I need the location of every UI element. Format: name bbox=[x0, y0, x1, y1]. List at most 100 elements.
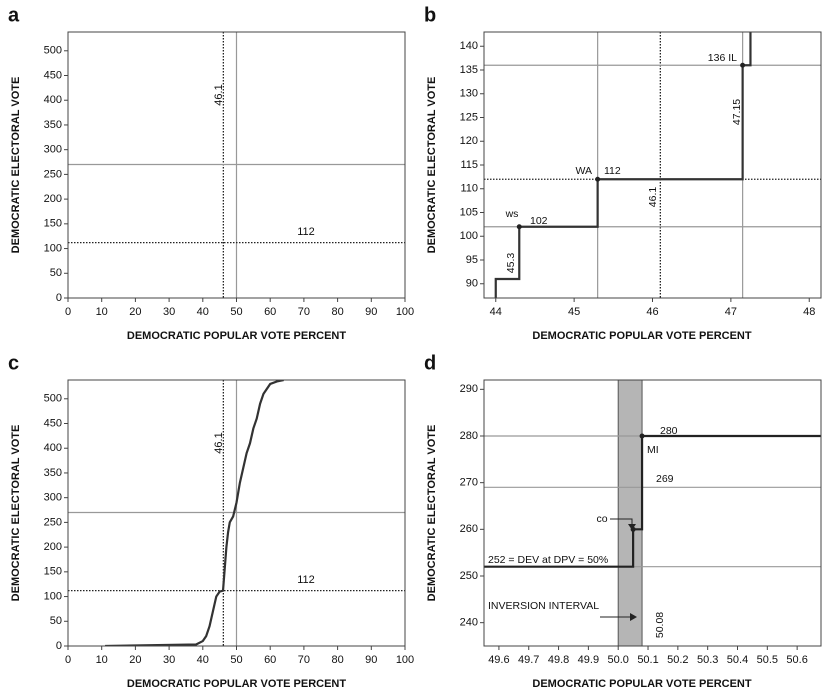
x-axis-label: DEMOCRATIC POPULAR VOTE PERCENT bbox=[532, 678, 751, 690]
y-axis-label: DEMOCRATIC ELECTORAL VOTE bbox=[10, 425, 22, 602]
x-tick-label: 70 bbox=[298, 306, 310, 318]
y-tick-label: 140 bbox=[460, 40, 478, 52]
annotation: 46.1 bbox=[647, 187, 659, 208]
annotation: 136 IL bbox=[708, 52, 737, 64]
x-tick-label: 80 bbox=[331, 306, 343, 318]
x-tick-label: 30 bbox=[163, 306, 175, 318]
annotation: 112 bbox=[297, 574, 315, 586]
x-tick-label: 49.9 bbox=[578, 654, 599, 666]
x-tick-label: 50.3 bbox=[697, 654, 718, 666]
y-tick-label: 0 bbox=[56, 292, 62, 304]
y-tick-label: 300 bbox=[44, 492, 62, 504]
plot-frame bbox=[483, 31, 822, 299]
y-tick-label: 500 bbox=[44, 45, 62, 57]
x-tick-label: 70 bbox=[298, 654, 310, 666]
y-tick-label: 240 bbox=[460, 617, 478, 629]
y-tick-label: 270 bbox=[460, 477, 478, 489]
y-tick-label: 100 bbox=[460, 230, 478, 242]
annotation: 112 bbox=[297, 226, 315, 238]
y-tick-label: 280 bbox=[460, 430, 478, 442]
x-tick-label: 40 bbox=[197, 306, 209, 318]
x-tick-label: 0 bbox=[65, 654, 71, 666]
x-tick-label: 47 bbox=[725, 306, 737, 318]
y-tick-label: 250 bbox=[460, 570, 478, 582]
y-tick-label: 450 bbox=[44, 69, 62, 81]
step-line bbox=[105, 380, 284, 646]
y-axis-label: DEMOCRATIC ELECTORAL VOTE bbox=[426, 77, 438, 254]
y-tick-label: 105 bbox=[460, 206, 478, 218]
point bbox=[516, 224, 522, 230]
x-tick-label: 49.7 bbox=[518, 654, 539, 666]
y-tick-label: 100 bbox=[44, 590, 62, 602]
annotation: ws bbox=[505, 208, 519, 220]
y-tick-label: 300 bbox=[44, 144, 62, 156]
x-axis-label: DEMOCRATIC POPULAR VOTE PERCENT bbox=[127, 678, 346, 690]
annotation: 269 bbox=[656, 473, 674, 485]
y-tick-label: 130 bbox=[460, 88, 478, 100]
annotation: INVERSION INTERVAL bbox=[488, 600, 599, 612]
annotation: WA bbox=[575, 165, 592, 177]
x-tick-label: 80 bbox=[331, 654, 343, 666]
panel-label: b bbox=[424, 4, 436, 26]
y-tick-label: 350 bbox=[44, 467, 62, 479]
y-tick-label: 110 bbox=[460, 183, 478, 195]
x-tick-label: 50.4 bbox=[727, 654, 748, 666]
x-tick-label: 90 bbox=[365, 306, 377, 318]
y-tick-label: 150 bbox=[44, 566, 62, 578]
x-tick-label: 90 bbox=[365, 654, 377, 666]
annotation: MI bbox=[647, 444, 659, 456]
y-tick-label: 50 bbox=[50, 267, 62, 279]
y-tick-label: 150 bbox=[44, 218, 62, 230]
x-tick-label: 10 bbox=[96, 654, 108, 666]
annotation: 46.1 bbox=[213, 432, 225, 453]
annotation: 112 bbox=[604, 165, 621, 177]
x-tick-label: 44 bbox=[490, 306, 502, 318]
x-tick-label: 49.6 bbox=[488, 654, 509, 666]
arrowhead bbox=[628, 524, 636, 530]
x-tick-label: 30 bbox=[163, 654, 175, 666]
y-tick-label: 0 bbox=[56, 640, 62, 652]
step-line bbox=[484, 434, 821, 568]
x-tick-label: 100 bbox=[396, 306, 414, 318]
x-axis-label: DEMOCRATIC POPULAR VOTE PERCENT bbox=[532, 330, 751, 342]
x-tick-label: 48 bbox=[803, 306, 815, 318]
y-tick-label: 50 bbox=[50, 615, 62, 627]
x-tick-label: 60 bbox=[264, 654, 276, 666]
plot-frame bbox=[483, 379, 822, 647]
annotation: 102 bbox=[530, 215, 548, 227]
x-tick-label: 0 bbox=[65, 306, 71, 318]
annotation: 47.15 bbox=[731, 99, 743, 125]
x-tick-label: 45 bbox=[568, 306, 580, 318]
x-tick-label: 40 bbox=[197, 654, 209, 666]
x-tick-label: 50.0 bbox=[607, 654, 628, 666]
y-tick-label: 290 bbox=[460, 383, 478, 395]
y-axis-label: DEMOCRATIC ELECTORAL VOTE bbox=[10, 77, 22, 254]
arrowhead bbox=[630, 613, 637, 621]
y-tick-label: 115 bbox=[460, 159, 478, 171]
y-tick-label: 400 bbox=[44, 94, 62, 106]
y-tick-label: 100 bbox=[44, 242, 62, 254]
y-tick-label: 120 bbox=[460, 135, 478, 147]
annotation: 252 = DEV at DPV = 50% bbox=[488, 554, 608, 566]
y-tick-label: 95 bbox=[466, 254, 478, 266]
x-tick-label: 50 bbox=[230, 306, 242, 318]
x-tick-label: 60 bbox=[264, 306, 276, 318]
y-tick-label: 500 bbox=[44, 393, 62, 405]
y-tick-label: 90 bbox=[466, 278, 478, 290]
y-tick-label: 250 bbox=[44, 516, 62, 528]
x-tick-label: 50.5 bbox=[757, 654, 778, 666]
x-tick-label: 50 bbox=[230, 654, 242, 666]
annotation: 280 bbox=[660, 425, 678, 437]
x-axis-label: DEMOCRATIC POPULAR VOTE PERCENT bbox=[127, 330, 346, 342]
x-tick-label: 100 bbox=[396, 654, 414, 666]
annotation: 50.08 bbox=[654, 612, 666, 638]
point bbox=[740, 62, 746, 68]
y-tick-label: 350 bbox=[44, 119, 62, 131]
y-tick-label: 125 bbox=[460, 111, 478, 123]
step-line bbox=[494, 32, 752, 298]
y-tick-label: 200 bbox=[44, 541, 62, 553]
x-tick-label: 50.2 bbox=[667, 654, 688, 666]
arrow bbox=[610, 518, 633, 526]
x-tick-label: 49.8 bbox=[548, 654, 569, 666]
y-tick-label: 450 bbox=[44, 417, 62, 429]
